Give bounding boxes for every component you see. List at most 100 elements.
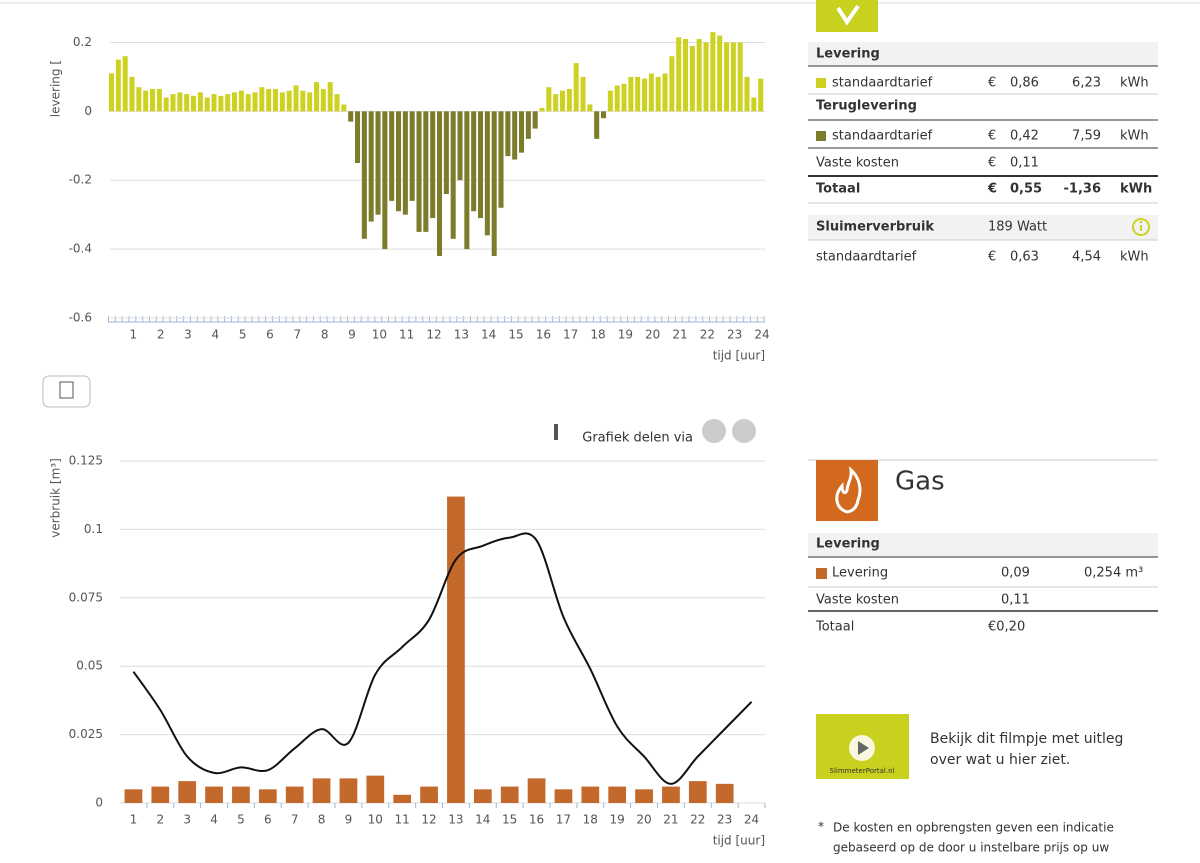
info-icon-stem bbox=[1140, 225, 1142, 231]
x-tick-label: 7 bbox=[291, 813, 299, 827]
x-tick-label: 21 bbox=[672, 328, 687, 342]
bar bbox=[505, 111, 511, 157]
bar bbox=[471, 111, 477, 212]
x-tick-label: 23 bbox=[727, 328, 742, 342]
share-label: Grafiek delen via bbox=[582, 431, 693, 446]
x-tick-label: 1 bbox=[130, 813, 138, 827]
footnote-text: gebaseerd op de door u instelbare prijs … bbox=[833, 841, 1109, 855]
bar bbox=[368, 111, 374, 222]
legend-swatch bbox=[816, 131, 826, 141]
bar bbox=[437, 111, 443, 256]
bar bbox=[170, 94, 176, 112]
bar bbox=[156, 88, 162, 112]
y-tick-label: 0 bbox=[84, 104, 92, 118]
x-tick-label: 19 bbox=[618, 328, 633, 342]
bar bbox=[136, 87, 142, 112]
legend-swatch bbox=[816, 568, 827, 579]
info-icon[interactable] bbox=[1132, 218, 1150, 236]
table-cell: -1,36 bbox=[1064, 182, 1101, 197]
bar bbox=[758, 78, 764, 112]
y-tick-label: 0.125 bbox=[69, 454, 103, 468]
y-tick-label: 0.1 bbox=[84, 522, 103, 536]
bar bbox=[635, 76, 641, 112]
bar bbox=[573, 63, 579, 112]
bar bbox=[525, 111, 531, 139]
check-icon bbox=[836, 4, 860, 26]
x-tick-label: 21 bbox=[663, 813, 678, 827]
y-tick-label: 0.2 bbox=[73, 35, 92, 49]
x-tick-label: 14 bbox=[481, 328, 496, 342]
bar bbox=[737, 42, 743, 112]
x-tick-label: 5 bbox=[239, 328, 247, 342]
bar bbox=[232, 786, 250, 803]
bar bbox=[730, 42, 736, 112]
table-cell: Levering bbox=[832, 566, 888, 581]
bar bbox=[484, 111, 490, 236]
thumbnail-label: SlimmeterPortal.nl bbox=[830, 767, 895, 775]
bar bbox=[614, 85, 620, 112]
section-header bbox=[808, 215, 1158, 240]
bar bbox=[266, 88, 272, 112]
bar bbox=[447, 496, 465, 803]
table-cell: 0,86 bbox=[1010, 76, 1039, 91]
x-tick-label: 12 bbox=[421, 813, 436, 827]
x-tick-label: 18 bbox=[590, 328, 605, 342]
bar bbox=[607, 90, 613, 112]
table-cell: 6,23 bbox=[1072, 76, 1101, 91]
bar bbox=[457, 111, 463, 181]
facebook-button[interactable] bbox=[702, 419, 726, 443]
x-tick-label: 3 bbox=[183, 813, 191, 827]
bar bbox=[464, 111, 470, 250]
x-tick-label: 11 bbox=[399, 328, 414, 342]
twitter-button[interactable] bbox=[732, 419, 756, 443]
bar bbox=[669, 56, 675, 112]
table-cell: standaardtarief bbox=[832, 129, 933, 144]
x-tick-label: 15 bbox=[508, 328, 523, 342]
play-icon bbox=[858, 741, 869, 755]
x-tick-label: 2 bbox=[156, 813, 164, 827]
x-tick-label: 20 bbox=[636, 813, 651, 827]
file-icon bbox=[59, 381, 74, 399]
bar bbox=[382, 111, 388, 250]
bar bbox=[150, 88, 156, 112]
x-tick-label: 2 bbox=[157, 328, 165, 342]
bar bbox=[143, 90, 149, 112]
table-cell: standaardtarief bbox=[816, 250, 917, 265]
bar bbox=[197, 92, 203, 112]
bar bbox=[696, 39, 702, 112]
x-tick-label: 20 bbox=[645, 328, 660, 342]
bar bbox=[218, 95, 224, 112]
bar bbox=[191, 95, 197, 112]
table-cell: Totaal bbox=[815, 620, 854, 635]
table-cell: 7,59 bbox=[1072, 129, 1101, 144]
y-tick-label: -0.4 bbox=[69, 242, 92, 256]
bar bbox=[355, 111, 361, 163]
x-tick-label: 22 bbox=[700, 328, 715, 342]
bar bbox=[396, 111, 402, 212]
electricity-icon bbox=[816, 0, 878, 32]
y-axis-label: levering [ bbox=[49, 60, 63, 117]
bar bbox=[177, 92, 183, 112]
y-tick-label: 0.025 bbox=[69, 727, 103, 741]
y-tick-label: -0.2 bbox=[69, 173, 92, 187]
section-header bbox=[808, 42, 1158, 66]
bar bbox=[532, 111, 538, 129]
x-tick-label: 4 bbox=[210, 813, 218, 827]
table-cell: € bbox=[988, 156, 996, 171]
video-text: Bekijk dit filmpje met uitleg bbox=[930, 731, 1123, 747]
bar bbox=[252, 92, 258, 112]
section-title: Levering bbox=[816, 537, 880, 552]
bar bbox=[539, 107, 545, 112]
x-tick-label: 10 bbox=[372, 328, 387, 342]
bar bbox=[163, 97, 169, 112]
bar bbox=[151, 786, 170, 803]
bar bbox=[688, 781, 707, 803]
x-tick-label: 13 bbox=[448, 813, 463, 827]
bar bbox=[389, 111, 395, 201]
bar bbox=[581, 786, 600, 803]
bar bbox=[259, 87, 265, 112]
bar bbox=[178, 781, 197, 803]
table-cell: € bbox=[988, 129, 996, 144]
bar bbox=[519, 111, 525, 153]
bar bbox=[662, 786, 680, 803]
